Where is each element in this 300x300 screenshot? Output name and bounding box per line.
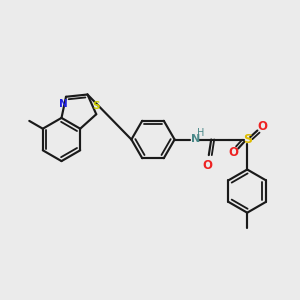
Text: O: O [257,120,267,133]
Text: N: N [59,99,68,109]
Text: S: S [243,133,252,146]
Text: O: O [228,146,239,159]
Text: H: H [197,128,205,138]
Text: N: N [191,134,200,144]
Text: S: S [92,101,100,111]
Text: O: O [202,159,213,172]
